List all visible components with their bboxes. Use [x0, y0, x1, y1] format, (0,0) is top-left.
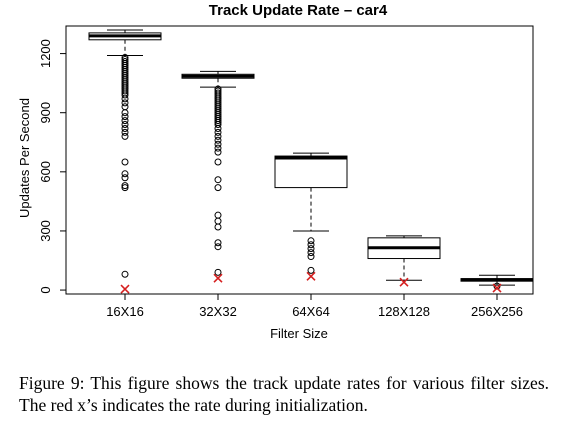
y-tick-label: 900 — [38, 102, 53, 124]
outlier-point — [122, 271, 128, 277]
initialization-marker — [121, 285, 129, 293]
chart-title: Track Update Rate – car4 — [209, 2, 388, 19]
y-tick-label: 300 — [38, 220, 53, 242]
outlier-point — [215, 212, 221, 218]
box-128X128 — [368, 236, 440, 286]
box-16X16 — [89, 30, 161, 293]
outlier-point — [215, 185, 221, 191]
box-256X256 — [461, 275, 533, 292]
initialization-marker — [400, 278, 408, 286]
outlier-point — [215, 177, 221, 183]
outlier-point — [308, 254, 314, 260]
x-tick-label: 64X64 — [292, 304, 330, 319]
outlier-point — [215, 244, 221, 250]
outlier-point — [215, 159, 221, 165]
x-axis-label: Filter Size — [270, 326, 328, 341]
x-tick-label: 32X32 — [199, 304, 237, 319]
outlier-point — [215, 269, 221, 275]
box-64X64 — [275, 153, 347, 280]
box-iqr — [275, 156, 347, 188]
outlier-point — [122, 159, 128, 165]
outlier-point — [308, 267, 314, 273]
x-tick-label: 128X128 — [378, 304, 430, 319]
outlier-point — [122, 133, 128, 139]
outlier-point — [215, 224, 221, 230]
chart: Track Update Rate – car4 03006009001200 … — [0, 0, 563, 360]
outlier-point — [215, 149, 221, 155]
y-tick-label: 0 — [38, 286, 53, 293]
y-axis-label: Updates Per Second — [17, 98, 32, 218]
y-axis: 0 300 600 900 1200 — [38, 39, 66, 294]
outlier-point — [122, 175, 128, 181]
outlier-point — [215, 218, 221, 224]
x-tick-label: 256X256 — [471, 304, 523, 319]
y-tick-label: 1200 — [38, 39, 53, 68]
figure-caption: Figure 9: This figure shows the track up… — [19, 372, 549, 416]
y-tick-label: 600 — [38, 161, 53, 183]
outlier-point — [122, 104, 128, 110]
box-plots — [89, 30, 533, 293]
x-axis: 16X16 32X32 64X64 128X128 256X256 — [106, 294, 523, 319]
box-32X32 — [182, 71, 254, 282]
x-tick-label: 16X16 — [106, 304, 144, 319]
